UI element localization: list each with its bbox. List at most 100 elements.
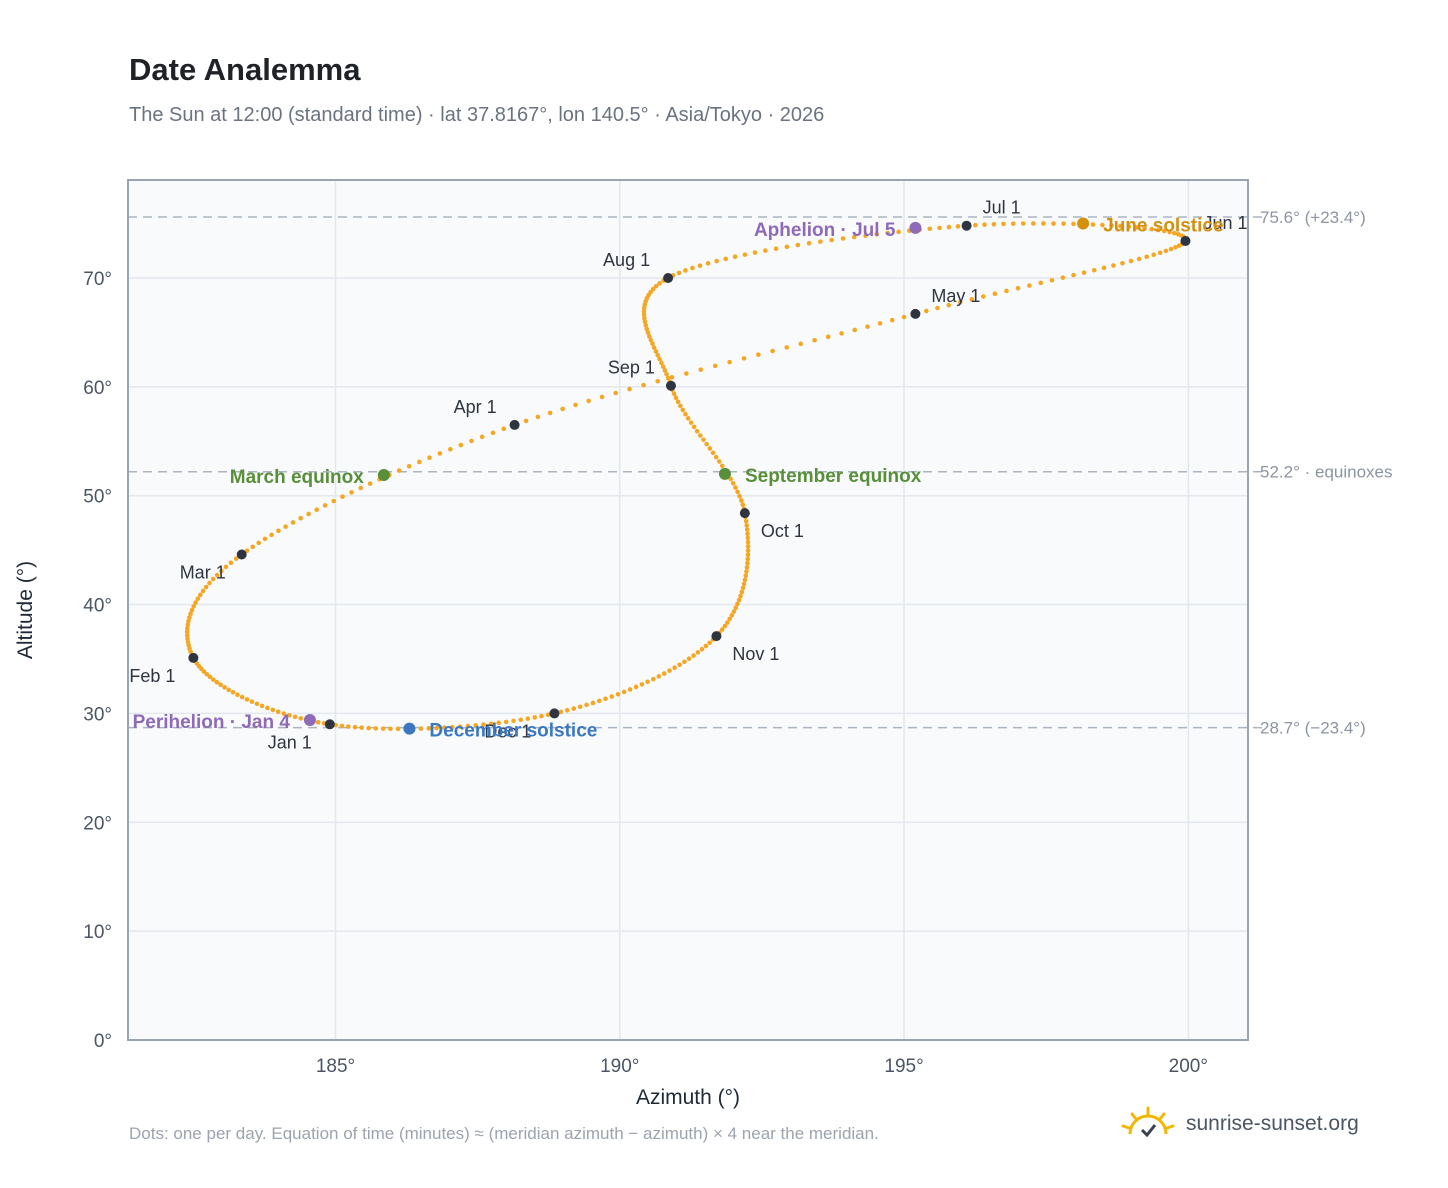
daily-dot [742, 252, 748, 257]
daily-dot [713, 454, 719, 460]
month-label: Apr 1 [454, 397, 497, 417]
event-marker [1077, 217, 1090, 230]
daily-dot [1171, 230, 1177, 236]
daily-dot [829, 237, 834, 243]
daily-dot [673, 395, 679, 401]
event-label: Perihelion · Jan 4 [133, 712, 291, 733]
daily-dot [703, 643, 709, 649]
daily-dot [523, 418, 529, 424]
daily-dot [745, 552, 751, 558]
daily-dot [671, 391, 677, 396]
daily-dot [682, 659, 687, 665]
event-label: December solstice [429, 721, 597, 742]
daily-dot [187, 615, 192, 620]
daily-dot [298, 716, 304, 721]
daily-dot [641, 305, 647, 311]
daily-dot [852, 327, 857, 333]
daily-dot [1031, 221, 1036, 226]
daily-dot [745, 543, 751, 549]
daily-dot [1060, 275, 1066, 280]
event-label: June solstice [1103, 216, 1223, 237]
daily-dot [388, 726, 393, 732]
daily-dot [657, 356, 662, 362]
daily-dot [644, 326, 650, 332]
daily-dot [690, 265, 695, 271]
daily-dot [275, 709, 281, 715]
daily-dot [458, 442, 464, 448]
daily-dot [218, 682, 223, 688]
y-tick-label: 0° [94, 1031, 112, 1052]
daily-dot [586, 398, 591, 404]
daily-dot [235, 692, 240, 698]
daily-dot [1061, 221, 1066, 226]
daily-dot [532, 715, 538, 720]
daily-dot [214, 679, 220, 685]
daily-dot [256, 540, 262, 546]
daily-dot [366, 725, 371, 731]
daily-dot [564, 707, 570, 713]
month-marker [711, 631, 722, 642]
daily-dot [683, 268, 688, 273]
daily-dot [426, 726, 432, 731]
daily-dot [186, 618, 191, 624]
daily-dot [207, 674, 213, 680]
daily-dot [185, 626, 190, 631]
daily-dot [738, 593, 743, 599]
daily-dot [714, 258, 719, 264]
daily-dot [503, 719, 509, 725]
daily-dot [210, 677, 216, 682]
daily-dot [314, 507, 320, 512]
daily-dot [539, 713, 544, 719]
daily-dot [571, 706, 577, 711]
daily-dot [877, 321, 883, 326]
daily-dot [615, 691, 621, 697]
daily-dot [193, 600, 198, 605]
daily-dot [688, 420, 694, 425]
daily-dot [716, 459, 722, 464]
daily-dot [434, 725, 439, 731]
daily-dot [642, 315, 647, 321]
daily-dot [1175, 232, 1181, 237]
month-label: May 1 [931, 286, 980, 306]
daily-dot [207, 580, 212, 586]
daily-dot [185, 622, 191, 628]
daily-dot [406, 463, 412, 469]
daily-dot [784, 244, 790, 250]
daily-dot [339, 723, 345, 729]
daily-dot [1111, 263, 1116, 268]
brand[interactable]: sunrise-sunset.org [1120, 1104, 1359, 1144]
daily-dot [1015, 285, 1021, 291]
daily-dot [448, 446, 453, 452]
daily-dot [204, 671, 210, 677]
footnote: Dots: one per day. Equation of time (min… [129, 1124, 879, 1143]
daily-dot [980, 294, 986, 299]
daily-dot [511, 718, 516, 724]
month-marker [961, 220, 972, 231]
daily-dot [1144, 254, 1150, 260]
daily-dot [744, 569, 749, 574]
event-marker [718, 467, 731, 480]
daily-dot [704, 441, 709, 447]
daily-dot [358, 485, 364, 491]
month-marker [739, 508, 750, 519]
daily-dot [733, 485, 738, 490]
daily-dot [501, 426, 507, 432]
daily-dot [738, 498, 744, 503]
x-tick-label: 200° [1169, 1056, 1208, 1077]
daily-dot [1020, 221, 1026, 226]
daily-dot [373, 726, 379, 731]
daily-dot [946, 224, 952, 230]
daily-dot [195, 596, 201, 602]
event-label: Aphelion · Jul 5 [754, 220, 896, 241]
daily-dot [250, 544, 256, 550]
daily-dot [727, 616, 733, 622]
daily-dot [418, 726, 424, 731]
daily-dot [197, 592, 203, 598]
month-marker [663, 272, 674, 283]
daily-dot [691, 653, 696, 658]
daily-dot [292, 714, 298, 720]
daily-dot [729, 612, 735, 618]
month-label: Jul 1 [983, 198, 1021, 218]
event-marker [377, 469, 390, 482]
daily-dot [739, 589, 745, 595]
